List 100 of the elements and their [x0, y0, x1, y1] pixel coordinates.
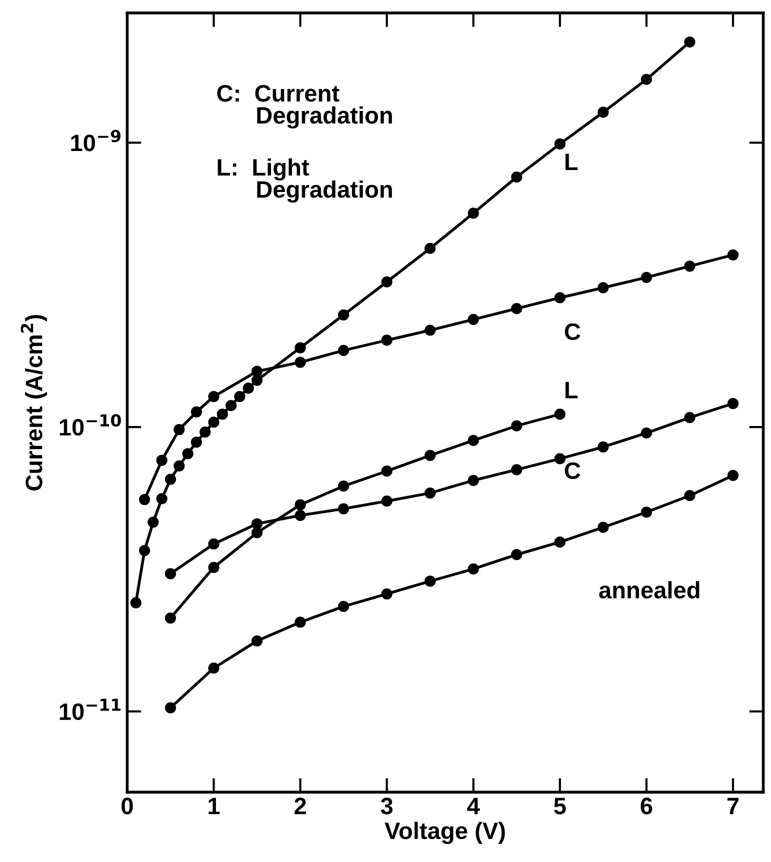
point: [242, 382, 254, 394]
point: [208, 416, 220, 428]
annotation: C: Current Degradation: [217, 85, 392, 128]
point: [381, 334, 392, 346]
point: [338, 344, 350, 356]
point: [190, 436, 202, 448]
x-tick-label: 0: [122, 798, 133, 814]
point: [598, 441, 609, 453]
point: [164, 568, 176, 580]
point: [226, 400, 237, 412]
point: [598, 282, 609, 294]
y-tick-label: 10$^{−10}$: [60, 414, 121, 436]
x-tick-label: 6: [640, 798, 652, 814]
point: [554, 138, 566, 150]
point: [138, 494, 150, 506]
point: [130, 597, 142, 608]
point: [424, 576, 436, 587]
point: [148, 516, 159, 528]
point: [294, 499, 306, 510]
point: [174, 460, 185, 472]
series-label: C: [564, 462, 580, 480]
point: [424, 242, 436, 254]
point: [640, 272, 652, 283]
point: [156, 493, 168, 504]
point: [727, 249, 739, 260]
point: [381, 276, 392, 288]
series-label: L: [566, 154, 578, 170]
point: [174, 424, 185, 436]
point: [554, 292, 566, 304]
point: [138, 544, 150, 556]
point: [554, 408, 566, 420]
point: [251, 518, 263, 530]
point: [294, 510, 306, 521]
point: [208, 391, 220, 402]
y-tick-label: 10$^{−11}$: [60, 698, 121, 720]
point: [251, 374, 263, 386]
point: [554, 536, 566, 548]
x-tick-label: 7: [727, 798, 739, 814]
x-tick-label: 5: [554, 798, 566, 814]
point: [727, 398, 739, 410]
point: [727, 470, 739, 481]
point: [294, 356, 306, 368]
point: [251, 527, 263, 538]
point: [468, 474, 479, 486]
point: [424, 488, 436, 499]
point: [468, 314, 479, 326]
point: [164, 702, 176, 714]
point: [381, 496, 392, 507]
annotation: L: Light Degradation: [218, 158, 392, 203]
point: [208, 662, 220, 674]
x-tick-label: 1: [208, 798, 220, 814]
point: [511, 172, 522, 183]
point: [234, 391, 246, 402]
point: [468, 434, 479, 446]
point: [182, 448, 194, 460]
point: [200, 426, 211, 438]
point: [294, 342, 306, 354]
point: [190, 406, 202, 418]
point: [511, 549, 522, 560]
point: [208, 562, 220, 573]
series-label: C: [564, 323, 580, 340]
point: [511, 420, 522, 432]
point: [164, 474, 176, 485]
y-axis-title: Current (A/cm$^{2}$): [20, 314, 48, 490]
point: [381, 466, 392, 477]
point: [598, 522, 609, 533]
point: [468, 208, 479, 219]
x-tick-label: 2: [294, 798, 306, 814]
series-label: L: [566, 382, 578, 398]
point: [684, 36, 696, 48]
point: [338, 309, 350, 320]
point: [164, 612, 176, 624]
point: [684, 260, 696, 272]
text: annealed: [599, 581, 700, 599]
point: [640, 74, 652, 85]
point: [251, 635, 263, 646]
point: [338, 600, 350, 612]
point: [511, 464, 522, 476]
x-tick-label: 4: [467, 798, 480, 814]
point: [208, 538, 220, 550]
point: [338, 480, 350, 492]
point: [554, 453, 566, 464]
point: [684, 490, 696, 502]
point: [294, 616, 306, 628]
point: [598, 106, 609, 118]
point: [424, 324, 436, 336]
point: [381, 588, 392, 600]
point: [156, 454, 168, 466]
point: [640, 506, 652, 518]
x-tick-label: 3: [380, 798, 393, 814]
point: [640, 427, 652, 439]
y-tick-label: 10$^{−9}$: [71, 130, 120, 152]
point: [251, 366, 263, 377]
point: [424, 450, 436, 461]
point: [511, 303, 522, 314]
x-axis-title: Voltage (V): [384, 822, 505, 844]
point: [684, 412, 696, 424]
point: [468, 563, 479, 574]
point: [216, 408, 228, 420]
point: [338, 503, 350, 514]
